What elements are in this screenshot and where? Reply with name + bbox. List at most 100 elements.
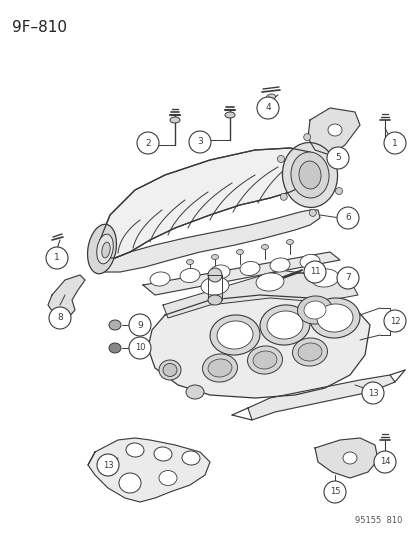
Polygon shape: [163, 270, 357, 318]
Ellipse shape: [182, 451, 199, 465]
Ellipse shape: [207, 295, 221, 305]
Ellipse shape: [292, 338, 327, 366]
Ellipse shape: [102, 242, 110, 258]
Ellipse shape: [309, 298, 359, 338]
Ellipse shape: [332, 150, 339, 157]
Ellipse shape: [97, 234, 113, 264]
Circle shape: [256, 97, 278, 119]
Ellipse shape: [209, 315, 259, 355]
Circle shape: [373, 451, 395, 473]
Ellipse shape: [309, 209, 316, 216]
Ellipse shape: [266, 94, 275, 100]
Polygon shape: [142, 252, 339, 295]
Polygon shape: [307, 108, 359, 155]
Ellipse shape: [266, 311, 302, 339]
Ellipse shape: [247, 346, 282, 374]
Ellipse shape: [201, 277, 228, 295]
Polygon shape: [88, 438, 209, 502]
Ellipse shape: [180, 269, 199, 282]
Text: 3: 3: [197, 138, 202, 147]
Text: 1: 1: [391, 139, 397, 148]
Polygon shape: [100, 210, 319, 272]
Ellipse shape: [126, 443, 144, 457]
Text: 9: 9: [137, 320, 142, 329]
Polygon shape: [314, 438, 377, 478]
Text: 4: 4: [265, 103, 270, 112]
Polygon shape: [207, 275, 221, 300]
Text: 7: 7: [344, 273, 350, 282]
Circle shape: [336, 207, 358, 229]
Text: 12: 12: [389, 317, 399, 326]
Ellipse shape: [316, 304, 352, 332]
Text: 8: 8: [57, 313, 63, 322]
Ellipse shape: [163, 364, 177, 376]
Circle shape: [189, 131, 211, 153]
Ellipse shape: [150, 272, 170, 286]
Ellipse shape: [255, 273, 283, 291]
Ellipse shape: [185, 385, 204, 399]
Circle shape: [383, 132, 405, 154]
Ellipse shape: [327, 124, 341, 136]
Ellipse shape: [297, 343, 321, 361]
Text: 6: 6: [344, 214, 350, 222]
Text: 14: 14: [379, 457, 389, 466]
Ellipse shape: [109, 320, 121, 330]
Ellipse shape: [261, 245, 268, 249]
Text: 11: 11: [309, 268, 320, 277]
Ellipse shape: [259, 305, 309, 345]
Circle shape: [383, 310, 405, 332]
Ellipse shape: [207, 359, 231, 377]
Ellipse shape: [303, 134, 310, 141]
Text: 5: 5: [334, 154, 340, 163]
Ellipse shape: [170, 117, 180, 123]
Ellipse shape: [159, 360, 180, 380]
Ellipse shape: [280, 193, 287, 200]
Ellipse shape: [252, 351, 276, 369]
Polygon shape: [48, 275, 85, 318]
Ellipse shape: [299, 254, 319, 269]
Ellipse shape: [290, 152, 328, 198]
Circle shape: [326, 147, 348, 169]
Ellipse shape: [224, 112, 235, 118]
Ellipse shape: [186, 260, 193, 264]
Ellipse shape: [297, 296, 332, 324]
Circle shape: [97, 454, 119, 476]
Ellipse shape: [154, 447, 171, 461]
Text: 13: 13: [102, 461, 113, 470]
Circle shape: [49, 307, 71, 329]
Text: 9F–810: 9F–810: [12, 20, 67, 35]
Text: 2: 2: [145, 139, 150, 148]
Ellipse shape: [342, 452, 356, 464]
Polygon shape: [100, 148, 319, 258]
Ellipse shape: [269, 258, 289, 272]
Ellipse shape: [286, 239, 293, 245]
Text: 13: 13: [367, 389, 377, 398]
Text: 95155  810: 95155 810: [354, 516, 401, 525]
Text: 10: 10: [134, 343, 145, 352]
Ellipse shape: [202, 354, 237, 382]
Ellipse shape: [335, 188, 342, 195]
Circle shape: [303, 261, 325, 283]
Ellipse shape: [277, 156, 284, 163]
Circle shape: [46, 247, 68, 269]
Polygon shape: [147, 295, 369, 398]
Ellipse shape: [119, 473, 141, 493]
Ellipse shape: [207, 268, 221, 282]
Ellipse shape: [240, 262, 259, 276]
Ellipse shape: [109, 343, 121, 353]
Ellipse shape: [282, 142, 337, 207]
Ellipse shape: [209, 265, 229, 279]
Text: 1: 1: [54, 254, 60, 262]
Circle shape: [323, 481, 345, 503]
Ellipse shape: [298, 161, 320, 189]
Circle shape: [129, 337, 151, 359]
Polygon shape: [247, 375, 394, 420]
Ellipse shape: [87, 224, 116, 274]
Text: 15: 15: [329, 488, 339, 497]
Ellipse shape: [211, 254, 218, 260]
Circle shape: [137, 132, 159, 154]
Ellipse shape: [310, 269, 338, 287]
Ellipse shape: [236, 249, 243, 254]
Circle shape: [361, 382, 383, 404]
Ellipse shape: [159, 471, 177, 486]
